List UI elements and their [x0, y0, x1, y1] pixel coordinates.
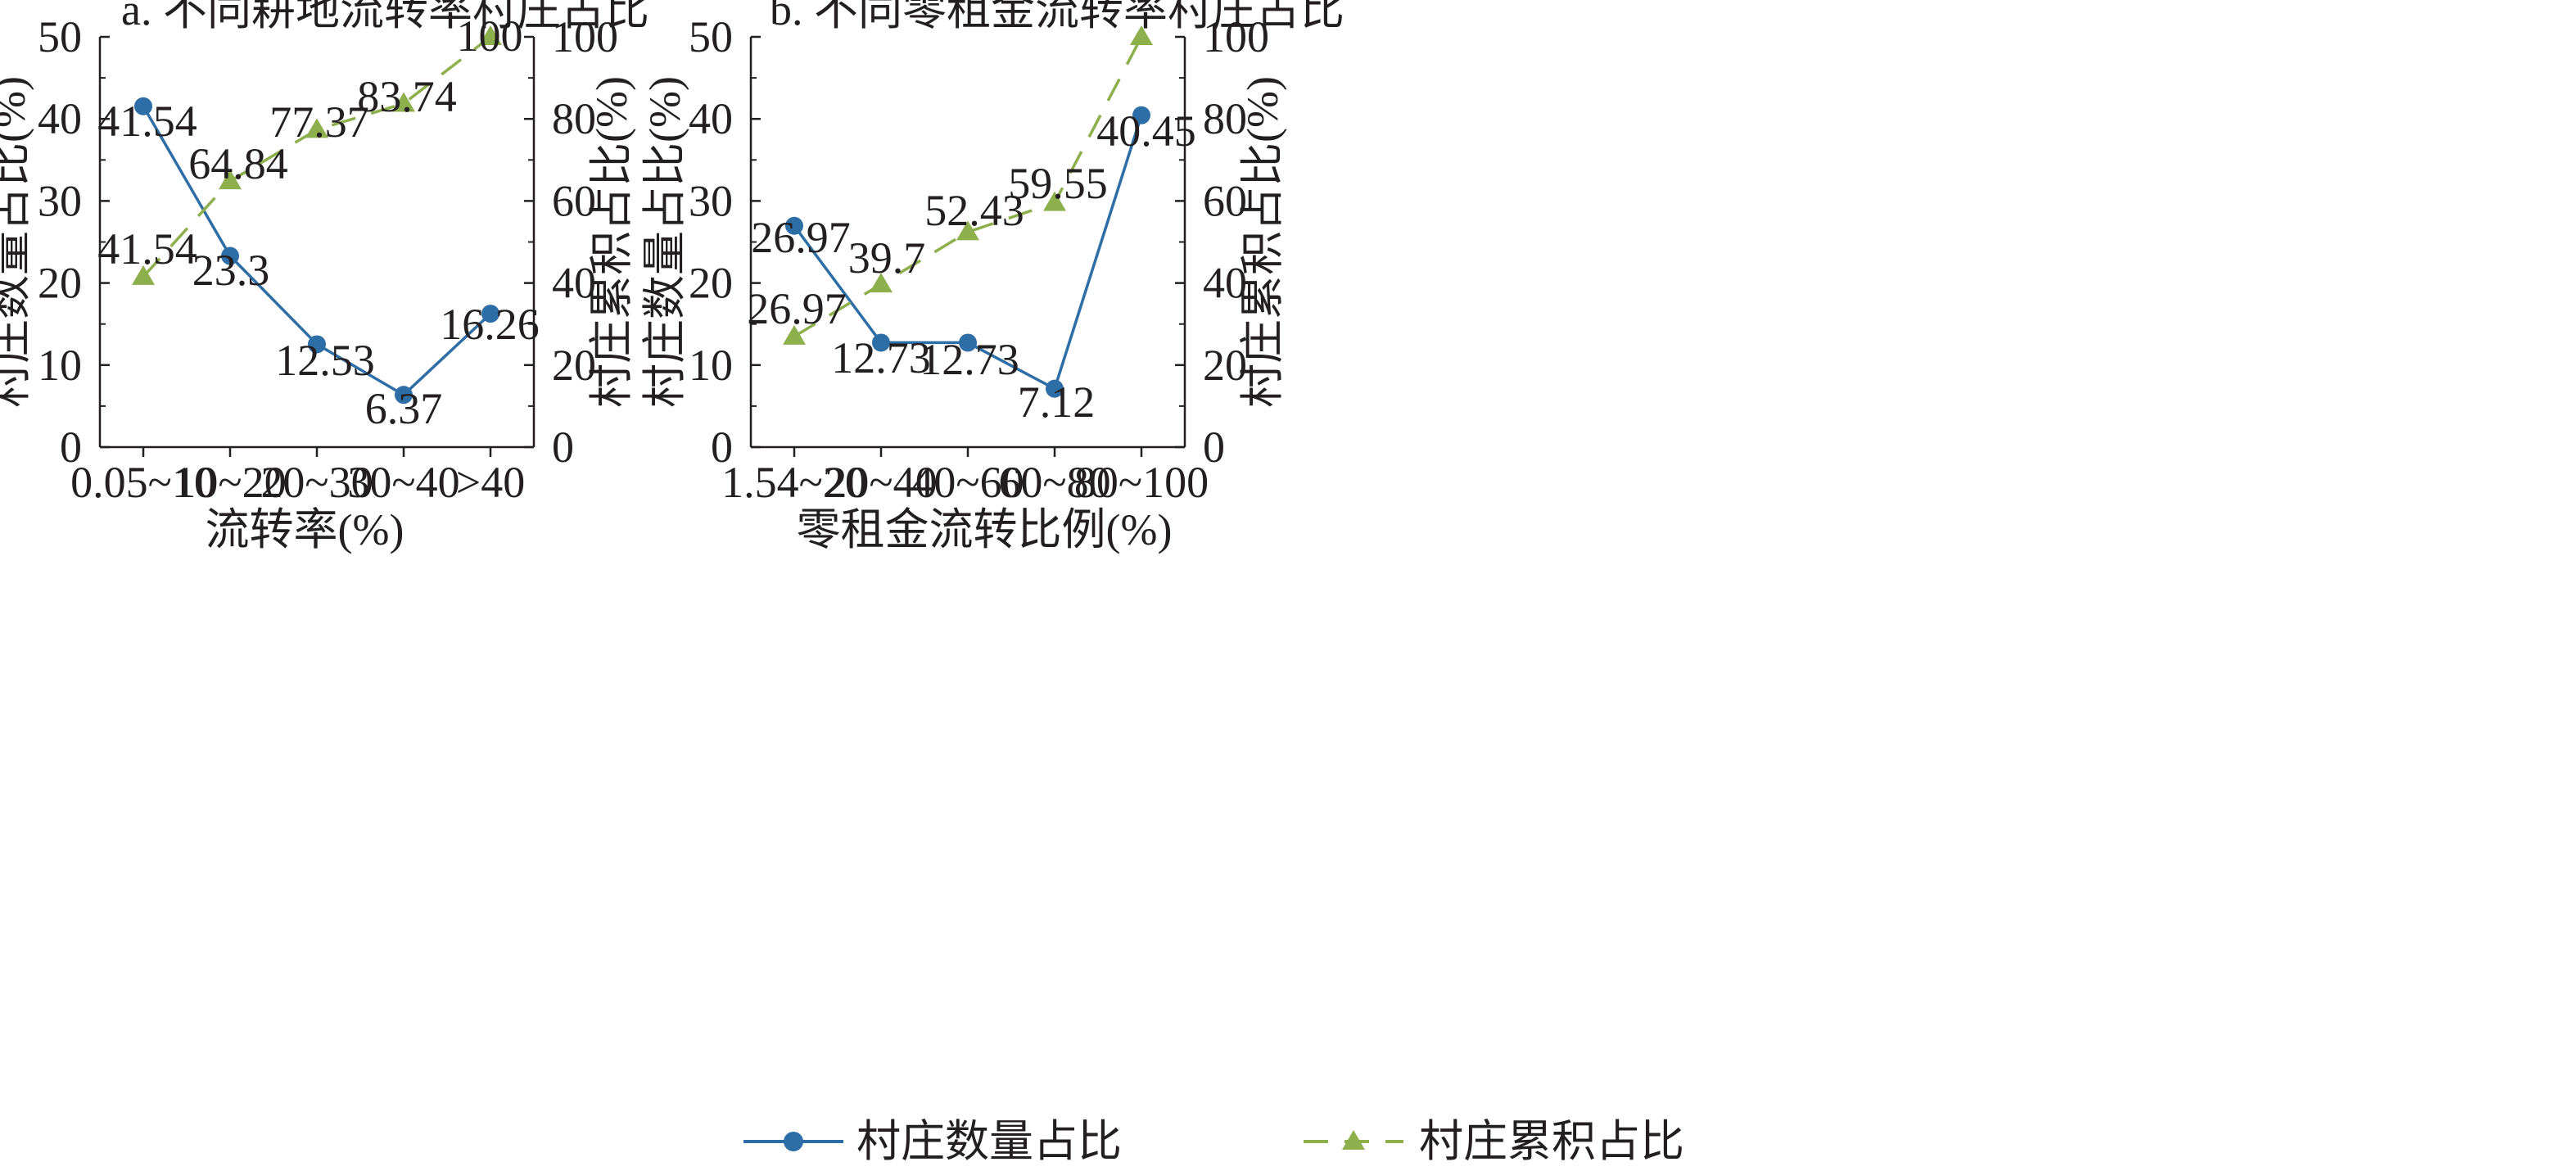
y-tick-label-left: 0	[711, 423, 733, 472]
y-tick-label-right: 60	[1203, 176, 1247, 225]
legend-marker-cumulative	[1342, 1130, 1365, 1150]
data-label-count: 26.97	[751, 213, 851, 262]
legend: 村庄数量占比 村庄累积占比	[743, 1117, 1684, 1166]
data-point-cumulative	[479, 25, 502, 45]
data-point-count	[308, 335, 326, 354]
data-label-count: 40.45	[1096, 106, 1196, 156]
data-label-count: 12.73	[831, 333, 931, 382]
data-label-count: 6.37	[365, 384, 443, 433]
y-tick-label-left: 20	[689, 259, 733, 308]
data-point-count	[785, 216, 803, 235]
data-point-cumulative	[132, 264, 155, 285]
x-tick-label: 10~20	[174, 458, 286, 507]
chart-title: a. 不同耕地流转率村庄占比	[121, 0, 649, 34]
data-label-cumulative: 59.55	[1008, 159, 1108, 208]
y-axis-label-right: 村庄累积占比(%)	[587, 76, 636, 408]
data-label-cumulative: 39.7	[848, 233, 926, 283]
data-point-cumulative	[1043, 191, 1066, 211]
data-point-count	[134, 97, 152, 115]
data-point-cumulative	[956, 220, 979, 241]
data-label-count: 12.53	[275, 336, 375, 385]
y-tick-label-left: 50	[38, 12, 82, 61]
y-tick-label-right: 100	[552, 12, 618, 61]
y-tick-label-left: 10	[689, 341, 733, 390]
y-tick-label-right: 60	[552, 176, 596, 225]
y-tick-label-right: 0	[1203, 423, 1225, 472]
data-label-cumulative: 26.97	[747, 284, 847, 333]
data-label-cumulative: 77.37	[269, 97, 369, 147]
data-label-cumulative: 100	[457, 11, 523, 61]
data-point-count	[395, 386, 413, 405]
data-label-cumulative: 83.74	[357, 72, 457, 121]
data-point-count	[872, 333, 890, 352]
x-tick-label: 20~30	[260, 458, 373, 507]
y-axis-label-left: 村庄数量占比(%)	[0, 76, 34, 408]
y-tick-label-right: 40	[552, 259, 596, 308]
y-tick-label-left: 20	[38, 259, 82, 308]
y-tick-label-left: 30	[38, 176, 82, 225]
x-axis-label: 流转率(%)	[206, 505, 404, 554]
data-label-count: 12.73	[920, 335, 1019, 384]
x-tick-label: 30~40	[347, 458, 459, 507]
y-tick-label-right: 100	[1203, 12, 1269, 61]
data-label-cumulative: 64.84	[188, 139, 288, 188]
data-point-cumulative	[392, 92, 415, 112]
y-tick-label-right: 80	[552, 94, 596, 143]
data-point-count	[221, 246, 239, 265]
y-tick-label-left: 40	[38, 94, 82, 143]
y-tick-label-right: 80	[1203, 94, 1247, 143]
y-tick-label-right: 20	[552, 341, 596, 390]
y-tick-label-right: 40	[1203, 259, 1247, 308]
x-tick-label: 1.54~20	[721, 458, 867, 507]
x-tick-label: 0.05~10	[70, 458, 216, 507]
x-tick-label: 20~40	[825, 458, 937, 507]
x-tick-label: >40	[456, 458, 525, 507]
data-point-count	[481, 305, 499, 323]
y-axis-label-right: 村庄累积占比(%)	[1238, 76, 1287, 408]
chart-title: b. 不同零租金流转率村庄占比	[770, 0, 1344, 34]
data-point-cumulative	[783, 324, 806, 345]
x-tick-label: 60~80	[998, 458, 1110, 507]
x-tick-label: 80~100	[1074, 458, 1209, 507]
data-point-cumulative	[305, 118, 328, 138]
data-label-count: 7.12	[1018, 378, 1096, 427]
y-tick-label-left: 0	[60, 423, 82, 472]
data-point-count	[959, 333, 977, 352]
y-tick-label-left: 40	[689, 94, 733, 143]
data-label-cumulative: 41.54	[97, 224, 197, 274]
y-tick-label-left: 10	[38, 341, 82, 390]
legend-label-count: 村庄数量占比	[856, 1117, 1122, 1166]
data-label-count: 16.26	[440, 300, 540, 349]
y-tick-label-right: 0	[552, 423, 574, 472]
panel-b: b. 不同零租金流转率村庄占比 0 10 20 30 40 50 0 20 40 60 80 100 1.…	[640, 0, 1344, 554]
y-tick-label-left: 50	[689, 12, 733, 61]
legend-marker-count	[784, 1132, 803, 1151]
data-point-cumulative	[1130, 25, 1153, 45]
data-point-cumulative	[219, 170, 242, 190]
legend-label-cumulative: 村庄累积占比	[1419, 1117, 1684, 1166]
y-axis-label-left: 村庄数量占比(%)	[640, 76, 689, 408]
data-label-cumulative: 52.43	[924, 186, 1024, 235]
data-label-count: 23.3	[192, 246, 270, 295]
y-tick-label-left: 30	[689, 176, 733, 225]
series-line-cumulative	[142, 35, 492, 278]
data-point-cumulative	[870, 273, 893, 293]
x-tick-label: 40~60	[911, 458, 1024, 507]
data-label-count: 41.54	[97, 97, 197, 146]
data-point-count	[1046, 379, 1064, 398]
data-point-count	[1132, 106, 1150, 124]
panel-a: a. 不同耕地流转率村庄占比 0 10 20 30 40 50 0 20 40 60 80 100 0.0…	[0, 0, 649, 554]
x-axis-label: 零租金流转比例(%)	[797, 505, 1173, 554]
y-tick-label-right: 20	[1203, 341, 1247, 390]
